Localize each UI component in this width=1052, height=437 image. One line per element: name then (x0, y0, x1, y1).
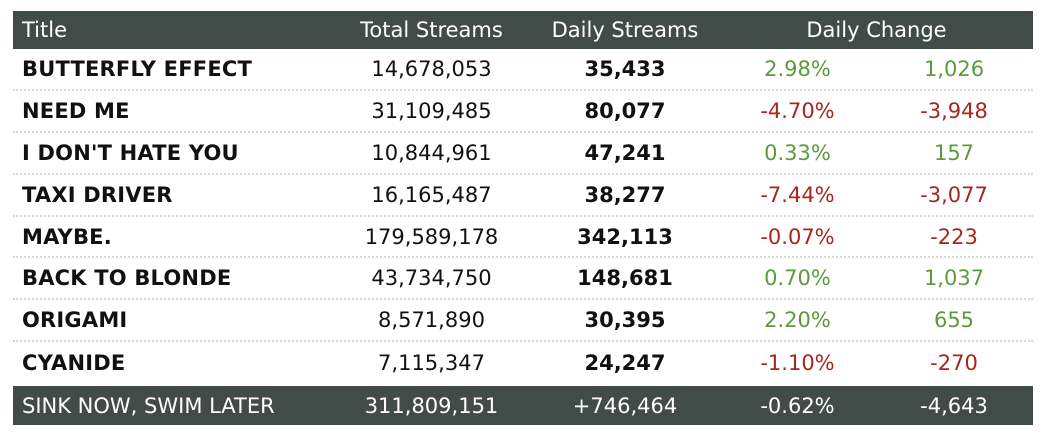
streams-table: Title Total Streams Daily Streams Daily … (13, 11, 1033, 426)
footer-daily-streams: +746,464 (572, 393, 678, 418)
table-header: Title Total Streams Daily Streams Daily … (13, 11, 1033, 49)
song-title: MAYBE. (22, 224, 112, 249)
song-title: CYANIDE (22, 351, 126, 376)
change-absolute: -3,948 (920, 98, 988, 123)
total-streams: 31,109,485 (371, 98, 492, 123)
footer-title: SINK NOW, SWIM LATER (22, 393, 275, 418)
header-title: Title (22, 18, 68, 42)
table-body: BUTTERFLY EFFECT 14,678,053 35,433 2.98% 1,0… (13, 49, 1033, 384)
total-streams: 8,571,890 (378, 308, 485, 333)
footer-total-streams: 311,809,151 (364, 393, 499, 418)
footer-change-absolute: -4,643 (920, 393, 988, 418)
table-row: MAYBE. 179,589,178 342,113 -0.07% -223 (13, 217, 1033, 259)
daily-streams: 30,395 (584, 308, 666, 333)
change-absolute: 157 (933, 140, 975, 165)
change-percent: 0.70% (764, 266, 831, 291)
table-footer: SINK NOW, SWIM LATER 311,809,151 +746,46… (13, 386, 1033, 426)
daily-streams: 148,681 (577, 266, 673, 291)
total-streams: 16,165,487 (371, 182, 492, 207)
change-absolute: -223 (930, 224, 978, 249)
total-streams: 14,678,053 (371, 56, 492, 81)
song-title: I DON'T HATE YOU (22, 140, 239, 165)
change-percent: -4.70% (760, 98, 835, 123)
header-daily-change: Daily Change (806, 18, 947, 42)
daily-streams: 24,247 (584, 351, 666, 376)
change-absolute: 1,037 (923, 266, 985, 291)
total-streams: 10,844,961 (371, 140, 492, 165)
daily-streams: 80,077 (584, 98, 666, 123)
table-row: NEED ME 31,109,485 80,077 -4.70% -3,948 (13, 91, 1033, 133)
change-percent: 0.33% (764, 140, 831, 165)
change-percent: 2.20% (764, 308, 831, 333)
table-row: BACK TO BLONDE 43,734,750 148,681 0.70% 1,03… (13, 258, 1033, 301)
footer-change-percent: -0.62% (760, 393, 835, 418)
total-streams: 43,734,750 (371, 266, 492, 291)
daily-streams: 38,277 (584, 182, 666, 207)
daily-streams: 35,433 (584, 56, 666, 81)
header-daily-streams: Daily Streams (551, 18, 699, 42)
table-row: BUTTERFLY EFFECT 14,678,053 35,433 2.98% 1,0… (13, 49, 1033, 91)
daily-streams: 342,113 (577, 224, 673, 249)
daily-streams: 47,241 (584, 140, 666, 165)
table-row: TAXI DRIVER 16,165,487 38,277 -7.44% -3,077 (13, 175, 1033, 217)
total-streams: 179,589,178 (364, 224, 499, 249)
table-row: I DON'T HATE YOU 10,844,961 47,241 0.33% 157 (13, 133, 1033, 175)
change-absolute: -3,077 (920, 182, 988, 207)
change-absolute: 655 (933, 308, 975, 333)
change-percent: 2.98% (764, 56, 831, 81)
change-absolute: 1,026 (923, 56, 985, 81)
table-row: CYANIDE 7,115,347 24,247 -1.10% -270 (13, 342, 1033, 384)
change-absolute: -270 (930, 351, 978, 376)
change-percent: -1.10% (760, 351, 835, 376)
change-percent: -0.07% (760, 224, 835, 249)
song-title: BACK TO BLONDE (22, 266, 232, 291)
song-title: NEED ME (22, 98, 130, 123)
song-title: TAXI DRIVER (22, 182, 173, 207)
header-total-streams: Total Streams (360, 18, 503, 42)
song-title: ORIGAMI (22, 308, 128, 333)
song-title: BUTTERFLY EFFECT (22, 56, 252, 81)
table-row: ORIGAMI 8,571,890 30,395 2.20% 655 (13, 300, 1033, 343)
change-percent: -7.44% (760, 182, 835, 207)
total-streams: 7,115,347 (378, 351, 485, 376)
